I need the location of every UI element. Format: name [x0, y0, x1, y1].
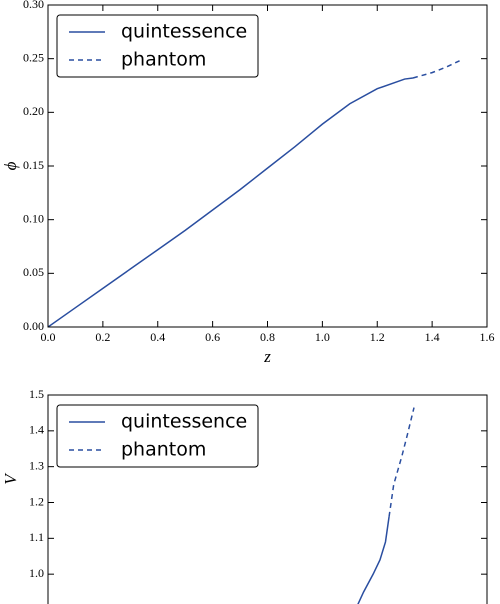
legend-label: phantom	[121, 439, 206, 461]
x-axis-label: z	[263, 347, 271, 366]
series-line	[357, 516, 390, 604]
plot-frame	[47, 394, 488, 604]
legend-label: phantom	[121, 49, 206, 71]
x-tick-label: 1.4	[425, 330, 440, 344]
x-tick-label: 0.8	[260, 330, 275, 344]
series-line	[48, 77, 414, 327]
plot-frame	[47, 4, 488, 328]
y-tick-label: 1.5	[29, 387, 44, 401]
y-tick-label: 0.00	[23, 319, 44, 333]
x-tick-label: 0.0	[41, 330, 56, 344]
x-tick-label: 0.6	[205, 330, 220, 344]
chart: 0.00 0.05 0.10 0.15 0.20 0.25 0.30 0.0 0.2 0.4 0.6…	[1, 0, 495, 366]
x-tick-label: 1.6	[480, 330, 495, 344]
y-tick-label: 0.20	[23, 104, 44, 118]
y-tick-label: 0.10	[23, 211, 44, 225]
y-tick-label: 1.0	[29, 566, 44, 580]
x-tick-label: 0.2	[95, 330, 110, 344]
x-tick-label: 1.0	[315, 330, 330, 344]
y-tick-label: 1.2	[29, 494, 44, 508]
y-tick-label: 1.1	[29, 530, 44, 544]
legend-box	[56, 14, 259, 78]
x-tick-label: 1.2	[370, 330, 385, 344]
y-tick-label: 0.30	[23, 0, 44, 11]
y-tick-label: 0.25	[23, 50, 44, 64]
y-axis-label: V	[1, 472, 20, 485]
legend-box	[56, 404, 259, 468]
series-line	[388, 407, 415, 517]
y-tick-label: 1.3	[29, 458, 44, 472]
y-tick-label: 1.4	[29, 423, 44, 437]
x-tick-label: 0.4	[150, 330, 165, 344]
y-axis-label: ϕ	[1, 161, 20, 170]
y-tick-label: 0.05	[23, 265, 44, 279]
legend-label: quintessence	[121, 21, 247, 43]
legend-label: quintessence	[121, 411, 247, 433]
series-line	[412, 60, 460, 79]
y-tick-label: 0.15	[23, 158, 44, 172]
